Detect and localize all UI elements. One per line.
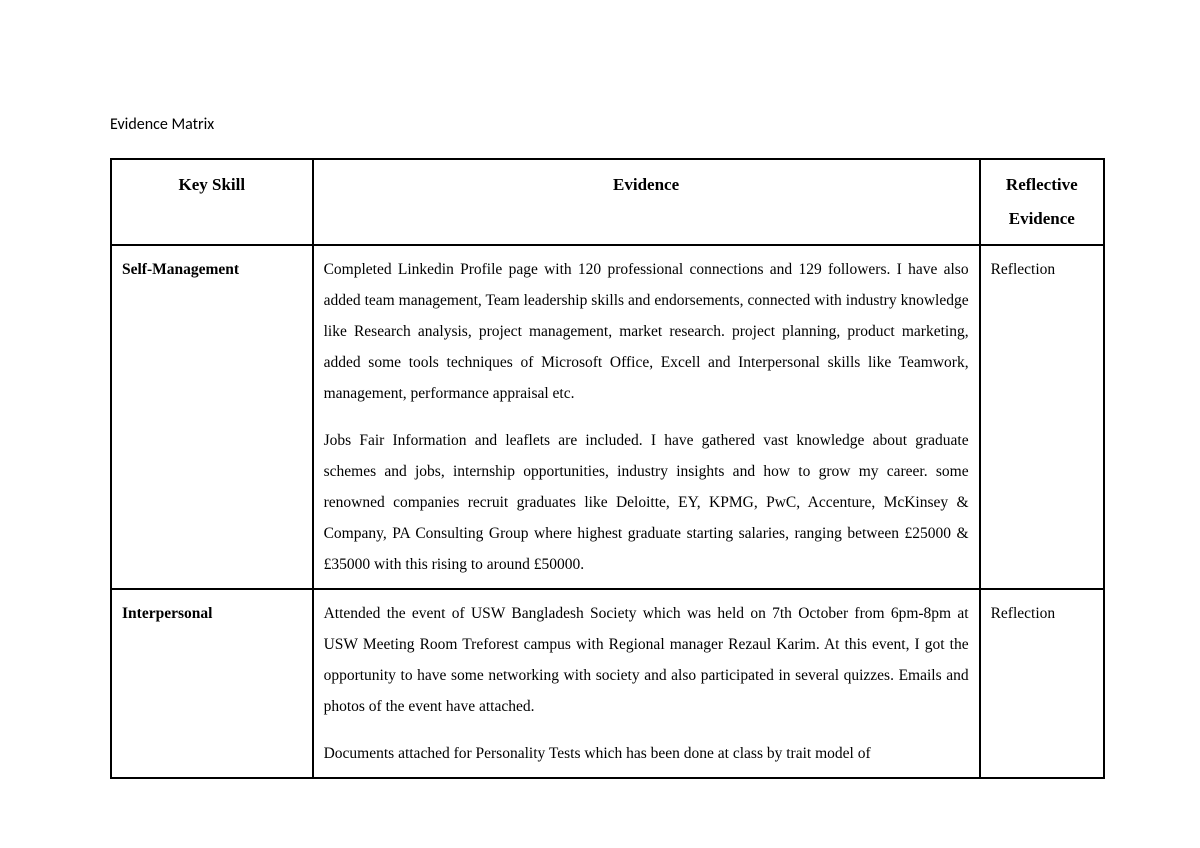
evidence-paragraph: Attended the event of USW Bangladesh Soc… bbox=[324, 605, 969, 715]
column-header-reflective: Reflective Evidence bbox=[980, 159, 1104, 245]
page-title: Evidence Matrix bbox=[110, 115, 1105, 134]
evidence-cell: Completed Linkedin Profile page with 120… bbox=[313, 245, 980, 589]
evidence-cell: Attended the event of USW Bangladesh Soc… bbox=[313, 589, 980, 778]
key-skill-cell: Self-Management bbox=[111, 245, 313, 589]
table-row: Interpersonal Attended the event of USW … bbox=[111, 589, 1104, 778]
reflective-cell: Reflection bbox=[980, 245, 1104, 589]
key-skill-cell: Interpersonal bbox=[111, 589, 313, 778]
evidence-paragraph: Completed Linkedin Profile page with 120… bbox=[324, 261, 969, 402]
paragraph-gap bbox=[324, 409, 969, 425]
column-header-evidence: Evidence bbox=[313, 159, 980, 245]
evidence-paragraph: Jobs Fair Information and leaflets are i… bbox=[324, 432, 969, 573]
evidence-paragraph: Documents attached for Personality Tests… bbox=[324, 745, 871, 762]
reflective-cell: Reflection bbox=[980, 589, 1104, 778]
paragraph-gap bbox=[324, 722, 969, 738]
column-header-key-skill: Key Skill bbox=[111, 159, 313, 245]
table-header-row: Key Skill Evidence Reflective Evidence bbox=[111, 159, 1104, 245]
table-row: Self-Management Completed Linkedin Profi… bbox=[111, 245, 1104, 589]
evidence-matrix-table: Key Skill Evidence Reflective Evidence S… bbox=[110, 158, 1105, 779]
